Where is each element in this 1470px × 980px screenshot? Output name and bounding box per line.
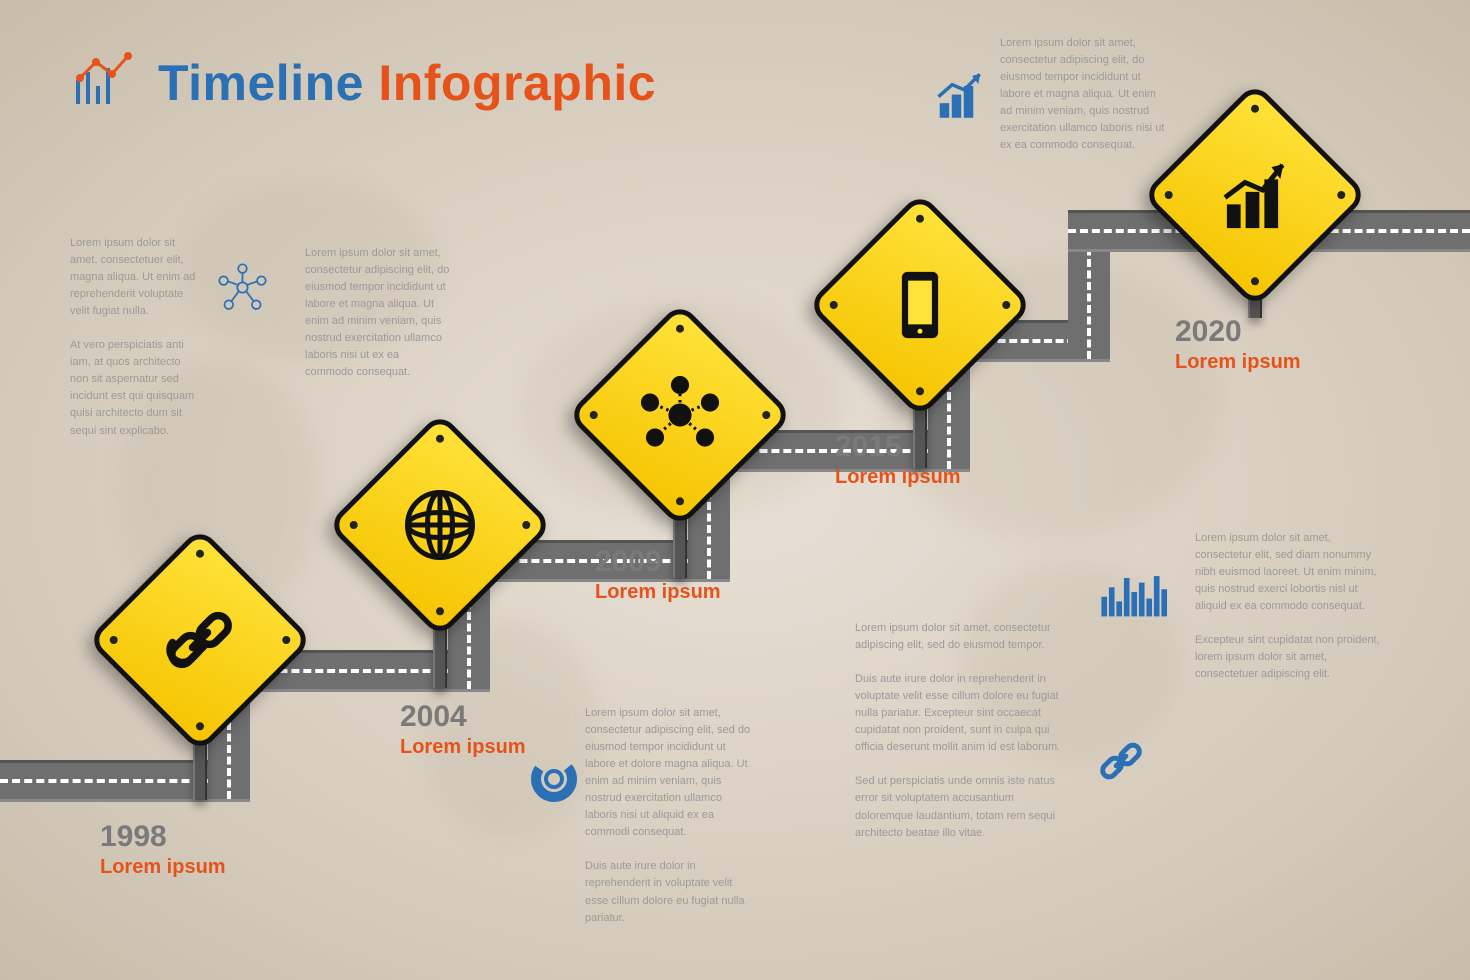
sign-2015 <box>807 192 1033 418</box>
link-icon <box>125 565 275 715</box>
paragraph: Lorem ipsum dolor sit amet, consectetur … <box>1000 35 1165 154</box>
link-small-icon <box>1095 735 1147 792</box>
year-subtitle: Lorem ipsum <box>1175 351 1301 374</box>
paragraph: Lorem ipsum dolor sit amet, consectetur … <box>305 245 450 381</box>
sign-2004 <box>327 412 553 638</box>
year-1998: 1998 Lorem ipsum <box>100 820 226 879</box>
network-icon <box>605 340 755 490</box>
paragraph: Duis aute irure dolor in reprehenderit i… <box>585 858 755 926</box>
phone-icon <box>845 230 995 380</box>
text-block-1: Lorem ipsum dolor sit amet, consectetuer… <box>70 235 200 440</box>
year-label: 2015 <box>835 430 961 464</box>
sign-1998 <box>87 527 313 753</box>
paragraph: Duis aute irure dolor in reprehenderit i… <box>855 671 1065 756</box>
year-subtitle: Lorem ipsum <box>400 736 526 759</box>
growth-small-icon <box>935 70 990 125</box>
paragraph: Lorem ipsum dolor sit amet, consectetuer… <box>70 235 200 320</box>
growth-chart-icon <box>1180 120 1330 270</box>
year-label: 2020 <box>1175 315 1301 349</box>
text-block-3: Lorem ipsum dolor sit amet, consectetur … <box>585 705 755 927</box>
year-subtitle: Lorem ipsum <box>595 581 721 604</box>
text-block-2: Lorem ipsum dolor sit amet, consectetur … <box>305 245 450 381</box>
year-label: 2004 <box>400 700 526 734</box>
year-2004: 2004 Lorem ipsum <box>400 700 526 759</box>
text-block-4: Lorem ipsum dolor sit amet, consectetur … <box>855 620 1065 842</box>
donut-chart-icon <box>530 755 578 808</box>
year-label: 2009 <box>595 545 721 579</box>
year-2020: 2020 Lorem ipsum <box>1175 315 1301 374</box>
globe-icon <box>365 450 515 600</box>
year-subtitle: Lorem ipsum <box>100 856 226 879</box>
year-label: 1998 <box>100 820 226 854</box>
year-2015: 2015 Lorem ipsum <box>835 430 961 489</box>
sign-2009 <box>567 302 793 528</box>
text-block-5: Lorem ipsum dolor sit amet, consectetur … <box>1195 530 1390 683</box>
year-subtitle: Lorem ipsum <box>835 466 961 489</box>
network-small-icon <box>215 260 270 320</box>
paragraph: At vero perspiciatis anti iam, at quos a… <box>70 337 200 439</box>
bar-chart-small-icon <box>1100 565 1175 625</box>
year-2009: 2009 Lorem ipsum <box>595 545 721 604</box>
sign-2020 <box>1142 82 1368 308</box>
text-block-6: Lorem ipsum dolor sit amet, consectetur … <box>1000 35 1165 154</box>
paragraph: Lorem ipsum dolor sit amet, consectetur … <box>585 705 755 841</box>
paragraph: Excepteur sint cupidatat non proident, l… <box>1195 632 1390 683</box>
paragraph: Sed ut perspiciatis unde omnis iste natu… <box>855 773 1065 841</box>
paragraph: Lorem ipsum dolor sit amet, consectetur … <box>1195 530 1390 615</box>
paragraph: Lorem ipsum dolor sit amet, consectetur … <box>855 620 1065 654</box>
